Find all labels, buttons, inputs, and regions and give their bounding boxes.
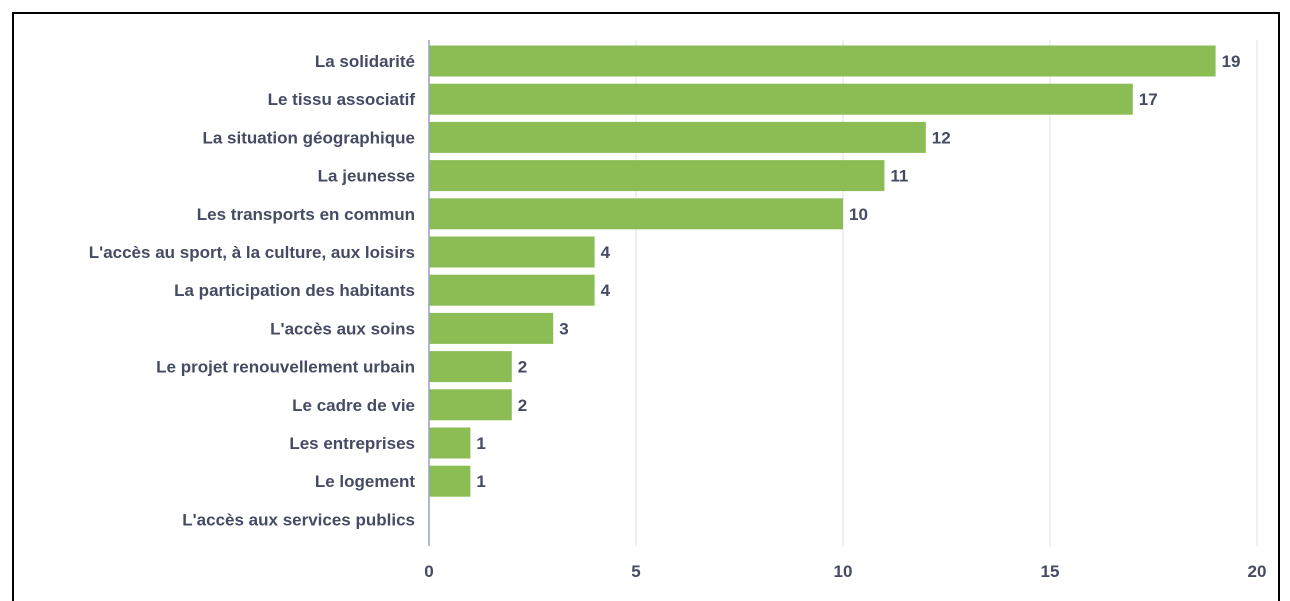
bar — [429, 351, 512, 383]
bar — [429, 236, 595, 268]
bar — [429, 427, 471, 459]
value-label: 12 — [932, 128, 951, 147]
category-labels: La solidarité Le tissu associatif La situa… — [89, 52, 416, 529]
category-label: Les transports en commun — [197, 205, 415, 224]
bar — [429, 198, 843, 230]
bar — [429, 274, 595, 306]
category-label: La participation des habitants — [174, 281, 415, 300]
value-label: 3 — [559, 319, 568, 338]
category-label: L'accès aux soins — [270, 319, 415, 338]
category-label: L'accès aux services publics — [182, 510, 415, 529]
bar — [429, 312, 554, 344]
value-label: 19 — [1222, 52, 1241, 71]
value-label: 1 — [476, 472, 485, 491]
category-label: La solidarité — [315, 52, 415, 71]
value-label: 11 — [890, 167, 908, 186]
bar — [429, 121, 926, 153]
category-label: Le projet renouvellement urbain — [156, 358, 415, 377]
x-tick-label: 10 — [834, 562, 853, 581]
value-label: 1 — [476, 434, 485, 453]
category-label: Le cadre de vie — [292, 396, 415, 415]
grid-lines — [635, 40, 1258, 546]
category-label: Le logement — [315, 472, 415, 491]
value-label: 10 — [849, 205, 868, 224]
bar — [429, 389, 512, 421]
x-tick-label: 0 — [424, 562, 433, 581]
category-label: L'accès au sport, à la culture, aux lois… — [89, 243, 415, 262]
value-label: 4 — [601, 281, 611, 300]
value-label: 2 — [518, 396, 527, 415]
category-label: Les entreprises — [289, 434, 415, 453]
x-tick-label: 5 — [631, 562, 640, 581]
bar — [429, 465, 471, 497]
value-label: 2 — [518, 358, 527, 377]
category-label: Le tissu associatif — [268, 90, 416, 109]
value-label: 17 — [1139, 90, 1158, 109]
bar — [429, 45, 1216, 77]
value-label: 4 — [601, 243, 611, 262]
x-tick-label: 15 — [1041, 562, 1060, 581]
x-axis-ticks: 0 5 10 15 20 — [424, 562, 1266, 581]
category-label: La situation géographique — [202, 128, 415, 147]
category-label: La jeunesse — [318, 167, 415, 186]
bar — [429, 83, 1133, 115]
x-tick-label: 20 — [1248, 562, 1267, 581]
bars — [429, 45, 1216, 497]
bar — [429, 160, 885, 192]
